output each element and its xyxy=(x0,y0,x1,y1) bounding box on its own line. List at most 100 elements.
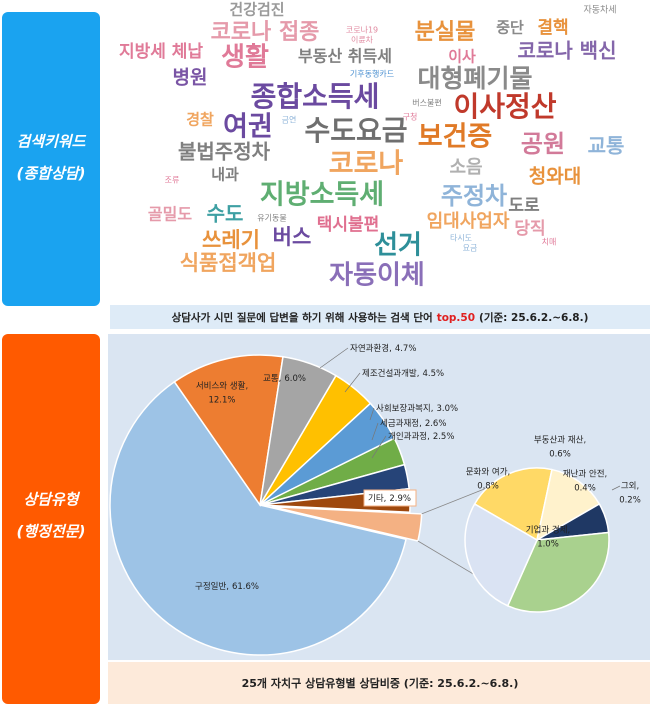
keyword: 택시불편 xyxy=(317,215,380,235)
value-label: 6.0% xyxy=(284,374,306,384)
value-label: 1.0% xyxy=(537,540,559,550)
keyword: 코로나 백신 xyxy=(518,39,617,63)
keyword: 요금 xyxy=(463,244,478,253)
keyword: 종합소득세 xyxy=(251,80,380,113)
slice-label: 부동산과 재산, xyxy=(534,435,586,446)
keyword: 도로 xyxy=(508,196,540,216)
value-label: 2.6% xyxy=(425,419,447,429)
leader-line xyxy=(371,435,387,459)
slice-label: 제조건설과개발, 4.5% xyxy=(362,368,444,379)
pie-slice xyxy=(173,354,284,507)
slice-label: 재난과 안전, xyxy=(563,469,608,480)
keyword: 코로나 접종 xyxy=(211,20,320,45)
consult-panel xyxy=(2,334,100,704)
keyword: 버스 xyxy=(273,225,312,249)
keyword: 결핵 xyxy=(537,18,568,38)
value-label: 2.9% xyxy=(389,494,411,504)
keyword: 당직 xyxy=(514,219,545,239)
leader-line xyxy=(611,485,621,491)
pie-slice xyxy=(109,380,407,656)
category: 사회보장과복지, xyxy=(376,403,433,414)
value-label: 0.6% xyxy=(549,450,571,460)
slice-label: 문화와 여가, xyxy=(466,467,511,478)
keyword: 공원 xyxy=(521,130,565,158)
slice-label: 기타, 2.9% xyxy=(368,494,411,504)
leader-line xyxy=(369,407,375,421)
keyword: 골밀도 xyxy=(148,205,192,224)
caption-bar xyxy=(108,662,650,704)
slice-label: 사회보장과복지, 3.0% xyxy=(376,403,458,414)
slice-label: 교통, 6.0% xyxy=(263,374,306,384)
keyword: 식품접객업 xyxy=(180,251,277,275)
caption-bar xyxy=(110,305,650,329)
keyword: 임대사업자 xyxy=(427,211,510,232)
leader-line xyxy=(344,372,361,393)
value-label: 0.4% xyxy=(574,484,596,494)
slice-label: 그외, xyxy=(621,481,639,492)
keyword: 조류 xyxy=(165,176,180,185)
caption: 상담사가 시민 질문에 답변을 하기 위해 사용하는 검색 단어 top.50 (기… xyxy=(172,311,589,324)
keyword: 지방세 체납 xyxy=(119,42,203,62)
value-label: 12.1% xyxy=(208,396,235,406)
leader-line xyxy=(319,347,349,369)
keyword: 지방소득세 xyxy=(260,180,384,211)
keyword: 분실물 xyxy=(415,20,476,45)
keyword: 타시도 xyxy=(450,234,472,243)
sub-pie-slice xyxy=(535,468,601,542)
keyword: 유기동물 xyxy=(257,214,286,223)
keyword: 교통 xyxy=(588,134,625,158)
value-label: 4.7% xyxy=(395,344,417,354)
keyword: 코로나19 xyxy=(346,26,378,35)
keyword: 치매 xyxy=(542,238,557,247)
value-label: 0.2% xyxy=(619,496,641,506)
keyword: 이사 xyxy=(448,48,476,66)
caption: 25개 자치구 상담유형별 상담비중 (기준: 25.6.2.~6.8.) xyxy=(242,676,519,690)
section-label: 상담유형 xyxy=(23,491,80,509)
keyword: 구청 xyxy=(403,113,418,122)
keyword: 청와대 xyxy=(529,166,581,188)
sub-pie-slice xyxy=(464,502,538,607)
keyword: 부동산 취득세 xyxy=(298,47,392,66)
section-label: (행정전문) xyxy=(17,523,86,541)
value-label: 0.8% xyxy=(477,482,499,492)
keyword: 코로나 xyxy=(329,149,404,180)
caption-highlight: top.50 xyxy=(437,312,475,324)
value-label: 61.6% xyxy=(232,582,259,592)
pie-slice xyxy=(271,505,423,542)
slice-label: 세금과재정, 2.6% xyxy=(380,418,446,429)
slice-label: 개인과과정, 2.5% xyxy=(388,431,454,442)
keyword: 주정차 xyxy=(441,182,507,210)
category: 교통, xyxy=(263,374,281,384)
section-label: 검색키워드 xyxy=(16,133,86,151)
keyword: 경찰 xyxy=(186,111,214,129)
keyword: 자동이체 xyxy=(329,261,425,291)
label-box xyxy=(363,489,417,507)
caption-text: (기준: 25.6.2.~6.8.) xyxy=(479,311,588,324)
slice-label: 서비스와 생활, xyxy=(196,381,248,392)
keyword: 소음 xyxy=(449,157,482,178)
keyword: 수도 xyxy=(207,202,244,226)
keyword: 자동차세 xyxy=(583,4,616,16)
leader-line xyxy=(371,422,379,441)
pie-chart: 구정일반, 61.6% 서비스와 생활, 12.1% 교통, 6.0% 자연과환경, 4.7%… xyxy=(109,343,641,656)
sub-pie-slice xyxy=(506,531,610,613)
keyword: 금연 xyxy=(282,116,297,125)
keyword: 보건증 xyxy=(418,122,493,153)
slice-label: 구정일반, 61.6% xyxy=(195,581,259,592)
keyword-panel xyxy=(2,12,100,306)
keyword: 이사정산 xyxy=(453,90,556,123)
category: 세금과재정, xyxy=(380,418,422,429)
section-label: (종합상담) xyxy=(17,165,86,183)
category: 개인과과정, xyxy=(388,431,430,442)
keyword: 버스불편 xyxy=(412,98,441,108)
category: 구정일반, xyxy=(195,581,229,592)
caption-text: 상담사가 시민 질문에 답변을 하기 위해 사용하는 검색 단어 xyxy=(172,311,433,324)
keyword: 여권 xyxy=(223,112,273,143)
category: 자연과환경, xyxy=(350,343,392,354)
keyword: 중단 xyxy=(496,19,524,37)
keyword: 건강검진 xyxy=(229,1,284,19)
value-label: 4.5% xyxy=(422,369,444,379)
value-label: 2.5% xyxy=(433,432,455,442)
category: 기타, xyxy=(368,494,386,504)
